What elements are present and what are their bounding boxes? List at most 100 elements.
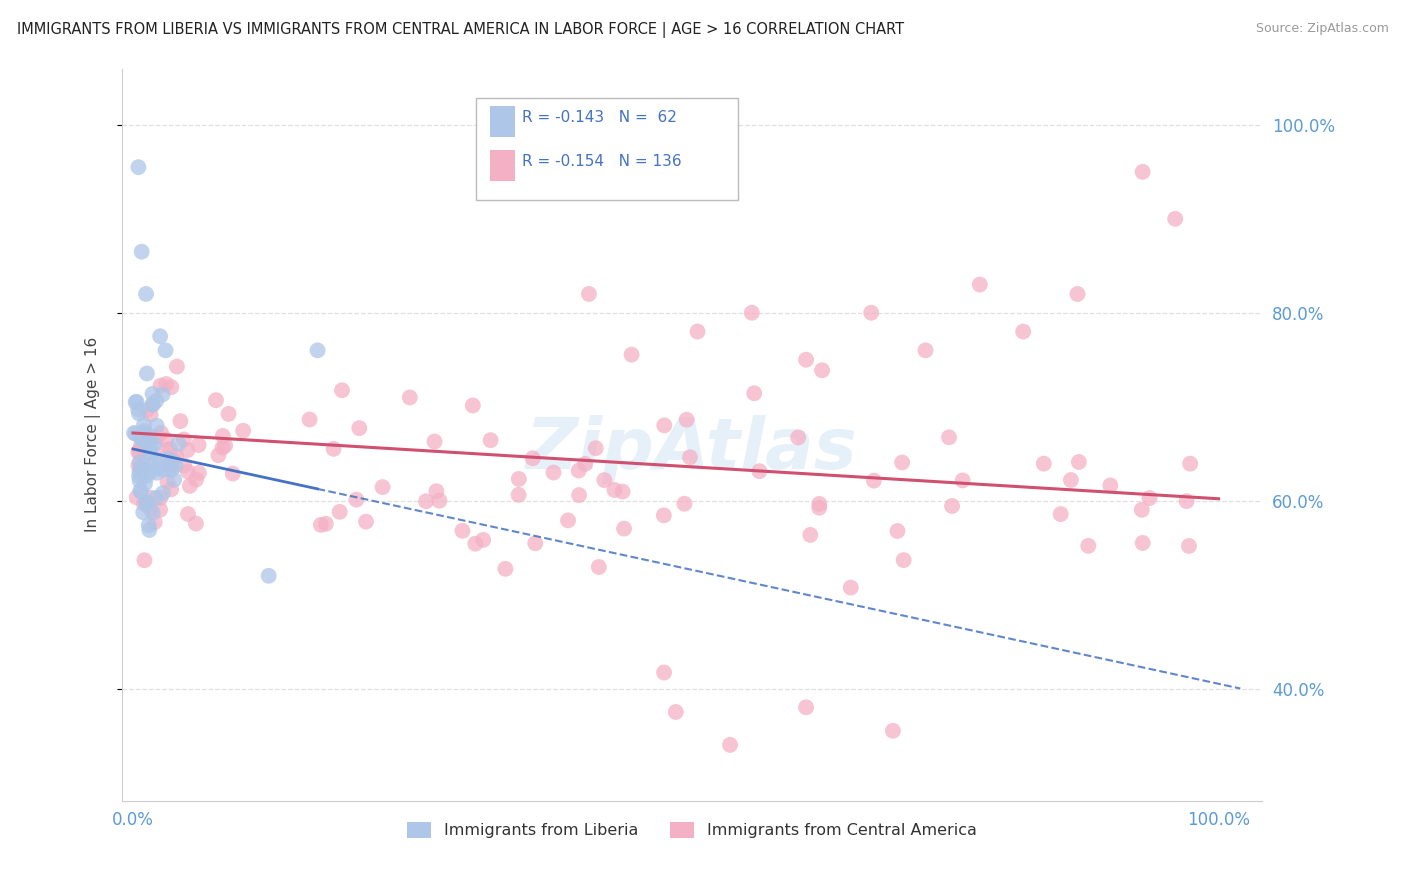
Point bbox=[574, 457, 596, 471]
Point bbox=[794, 700, 817, 714]
Point bbox=[508, 488, 530, 502]
Text: ZipAtlas: ZipAtlas bbox=[526, 415, 858, 484]
Point bbox=[145, 393, 167, 408]
Point bbox=[134, 441, 156, 455]
Point bbox=[914, 343, 936, 358]
Point bbox=[122, 425, 145, 440]
Point bbox=[132, 417, 155, 432]
Point bbox=[794, 352, 817, 367]
FancyBboxPatch shape bbox=[475, 98, 738, 201]
Point bbox=[165, 458, 187, 473]
Point bbox=[464, 537, 486, 551]
FancyBboxPatch shape bbox=[491, 106, 516, 136]
Y-axis label: In Labor Force | Age > 16: In Labor Force | Age > 16 bbox=[86, 337, 101, 533]
Point bbox=[129, 483, 152, 498]
Point bbox=[139, 408, 162, 422]
Point bbox=[149, 378, 172, 392]
Point bbox=[162, 452, 184, 467]
Point bbox=[938, 430, 960, 444]
Point bbox=[187, 466, 209, 480]
Point bbox=[146, 466, 169, 480]
Point bbox=[1067, 455, 1090, 469]
Point bbox=[143, 455, 166, 469]
Point bbox=[568, 488, 591, 502]
Point bbox=[159, 459, 181, 474]
Point bbox=[136, 496, 159, 510]
Point bbox=[1132, 536, 1154, 550]
Point bbox=[1060, 473, 1083, 487]
Point bbox=[543, 466, 565, 480]
Point bbox=[1164, 211, 1187, 226]
Point bbox=[613, 522, 636, 536]
Point bbox=[211, 429, 233, 443]
Point bbox=[139, 491, 162, 505]
Point bbox=[451, 524, 474, 538]
Point bbox=[718, 738, 741, 752]
Point bbox=[603, 483, 626, 497]
Point bbox=[429, 493, 451, 508]
Point bbox=[129, 431, 152, 445]
Point bbox=[132, 458, 155, 473]
Point bbox=[136, 403, 159, 417]
Point bbox=[143, 515, 166, 529]
Point bbox=[179, 479, 201, 493]
Point bbox=[128, 464, 150, 478]
Point bbox=[169, 414, 191, 428]
Point bbox=[152, 387, 174, 401]
Point bbox=[184, 473, 207, 487]
Point bbox=[142, 386, 165, 401]
Point bbox=[129, 484, 152, 499]
Point bbox=[127, 458, 149, 473]
Point bbox=[494, 562, 516, 576]
Point bbox=[143, 437, 166, 451]
Point bbox=[941, 499, 963, 513]
Point bbox=[132, 505, 155, 519]
Point bbox=[135, 435, 157, 450]
Point bbox=[173, 433, 195, 447]
Point bbox=[125, 491, 148, 505]
Point bbox=[184, 516, 207, 531]
Point bbox=[1049, 507, 1071, 521]
Point bbox=[124, 426, 146, 441]
Point bbox=[132, 497, 155, 511]
Point bbox=[173, 458, 195, 473]
Point bbox=[652, 418, 675, 433]
Point bbox=[127, 402, 149, 417]
Point bbox=[177, 465, 200, 479]
Point bbox=[1132, 165, 1154, 179]
Point bbox=[673, 497, 696, 511]
Point bbox=[152, 462, 174, 476]
Point bbox=[568, 464, 591, 478]
Point bbox=[211, 441, 233, 455]
Point bbox=[141, 439, 163, 453]
Point bbox=[145, 462, 167, 476]
Point bbox=[142, 506, 165, 520]
Point bbox=[557, 513, 579, 527]
Point bbox=[160, 380, 183, 394]
Point bbox=[1066, 287, 1088, 301]
Point bbox=[1178, 539, 1201, 553]
Point bbox=[205, 393, 228, 408]
Point bbox=[508, 472, 530, 486]
Point bbox=[808, 500, 831, 515]
Point bbox=[741, 306, 763, 320]
Point bbox=[679, 450, 702, 465]
Point bbox=[1175, 494, 1198, 508]
Point bbox=[346, 492, 368, 507]
Point bbox=[218, 407, 240, 421]
Text: R = -0.143   N =  62: R = -0.143 N = 62 bbox=[522, 110, 678, 125]
Point bbox=[136, 367, 159, 381]
Point bbox=[176, 443, 198, 458]
Point bbox=[149, 491, 172, 505]
Point bbox=[472, 533, 495, 547]
Point bbox=[155, 442, 177, 457]
Point bbox=[298, 412, 321, 426]
Point bbox=[1139, 491, 1161, 505]
Point bbox=[232, 424, 254, 438]
Point bbox=[125, 395, 148, 409]
Point bbox=[322, 442, 344, 456]
Text: IMMIGRANTS FROM LIBERIA VS IMMIGRANTS FROM CENTRAL AMERICA IN LABOR FORCE | AGE : IMMIGRANTS FROM LIBERIA VS IMMIGRANTS FR… bbox=[17, 22, 904, 38]
Point bbox=[139, 501, 162, 516]
Point bbox=[134, 476, 156, 491]
Point bbox=[652, 508, 675, 523]
